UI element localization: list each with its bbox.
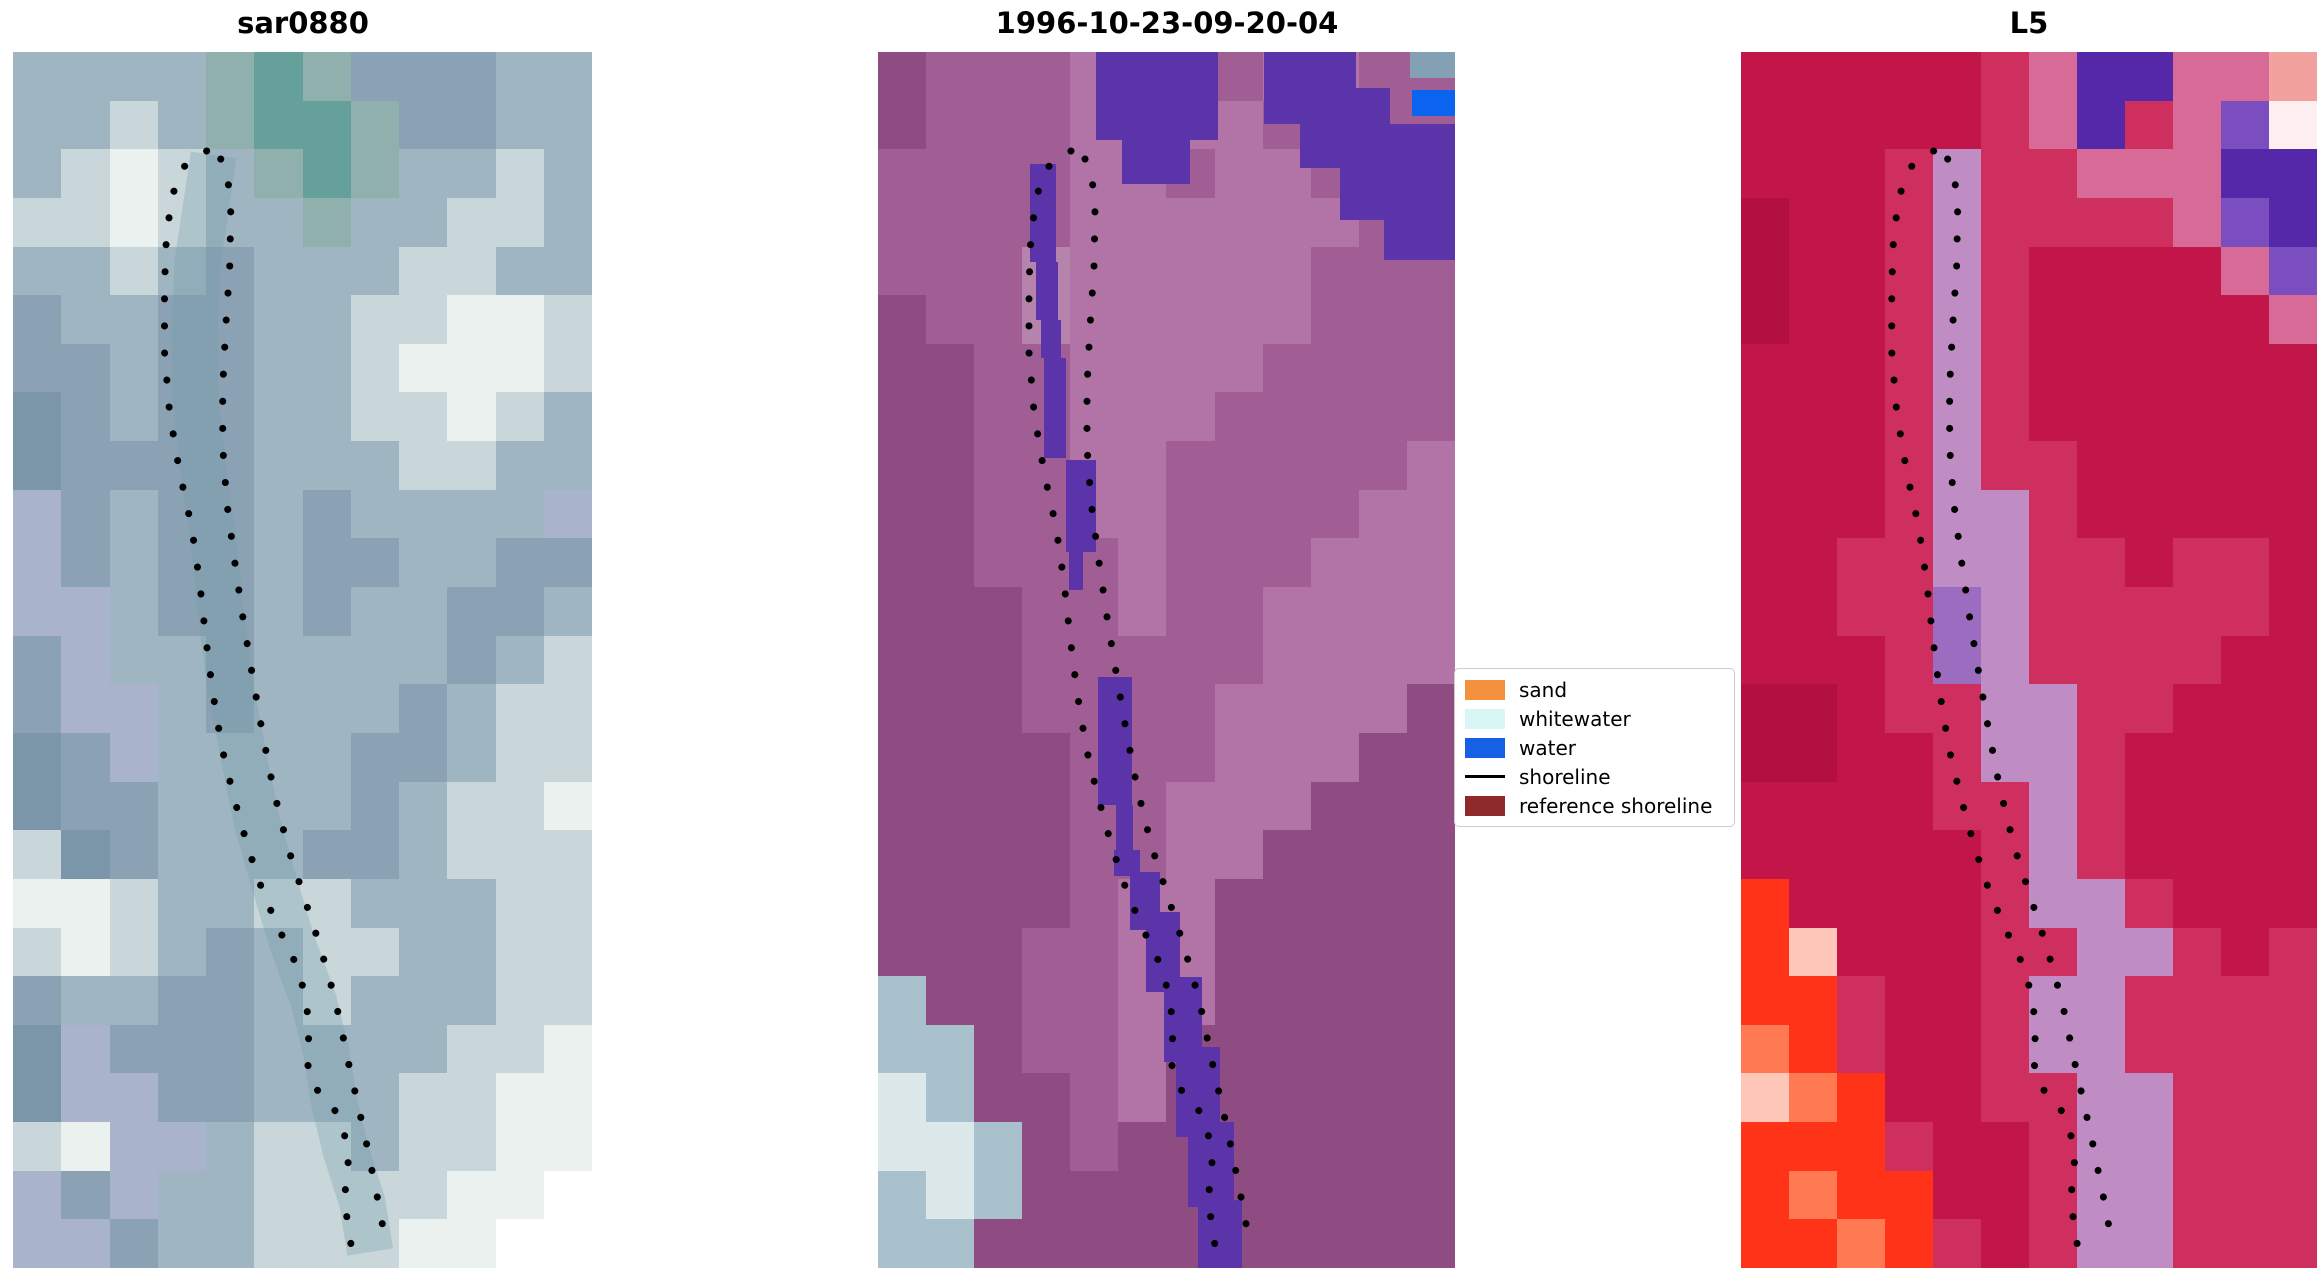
l5-shoreline-overlay — [1888, 147, 2116, 1261]
legend-label: reference shoreline — [1519, 793, 1713, 818]
legend-item-sand: sand — [1465, 678, 1724, 701]
legend-item-shoreline: shoreline — [1465, 765, 1724, 788]
legend-item-reference-shoreline: reference shoreline — [1465, 794, 1724, 817]
classified-shoreline-overlay — [1025, 52, 1455, 1268]
legend-color-swatch — [1465, 737, 1505, 758]
legend-label: shoreline — [1519, 764, 1611, 789]
l5-pixel-grid — [1741, 52, 2317, 1268]
legend-item-whitewater: whitewater — [1465, 707, 1724, 730]
legend-label: whitewater — [1519, 706, 1631, 731]
legend-label: sand — [1519, 677, 1568, 702]
legend-line-swatch — [1465, 775, 1505, 778]
legend-color-swatch — [1465, 708, 1505, 729]
legend-color-swatch — [1465, 795, 1505, 816]
panel-title-date-image: 1996-10-23-09-20-04 — [995, 6, 1339, 40]
sar-pixel-grid — [13, 52, 592, 1268]
panel-title-sar0880: sar0880 — [237, 6, 369, 40]
sar-shoreline-overlay — [161, 147, 394, 1261]
legend-color-swatch — [1465, 679, 1505, 700]
panel-sar0880-image — [13, 52, 592, 1268]
legend-item-water: water — [1465, 736, 1724, 759]
panel-classified-image — [878, 52, 1455, 1268]
panel-title-l5: L5 — [2009, 6, 2049, 40]
legend-label: water — [1519, 735, 1576, 760]
legend-box: sand whitewater water shoreline reference sh… — [1454, 668, 1735, 827]
panel-l5-image — [1741, 52, 2317, 1268]
